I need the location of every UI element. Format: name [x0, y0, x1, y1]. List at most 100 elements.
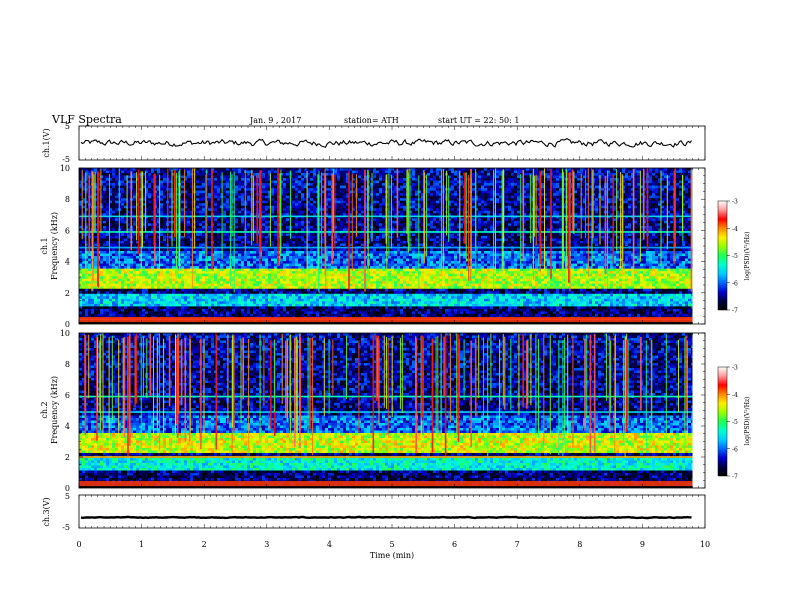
ch1-spectrogram-cell [496, 193, 500, 196]
ch1-spectrogram-cell [622, 208, 626, 212]
ch1-spectrogram-cell [616, 205, 620, 209]
ch1-spectrogram-cell [496, 213, 500, 217]
ch1-spectrogram-cell [460, 200, 464, 204]
ch1-spectrogram-cell [199, 188, 203, 191]
ch1-spectrogram-cell [271, 175, 275, 179]
ch1-spectrogram-cell [631, 215, 635, 219]
ch1-spectrogram-cell [643, 175, 647, 179]
ch1-spectrogram-cell [322, 210, 326, 214]
ch1-spectrogram-cell [340, 178, 344, 181]
ch1-spectrogram-cell [379, 200, 383, 204]
ch1-spectrogram-cell [601, 180, 605, 184]
ch1-spectrogram-cell [583, 210, 587, 214]
ch1-spectrogram-cell [127, 203, 131, 207]
ch1-spectrogram-cell [595, 173, 599, 176]
ch1-spectrogram-cell [199, 213, 203, 217]
ch1-spectrogram-cell [505, 205, 509, 209]
ch1-spectrogram-cell [265, 203, 269, 207]
ch1-spectrogram-cell [148, 205, 152, 209]
ch1-spectrogram-cell [373, 215, 377, 219]
ch1-spectrogram-cell [382, 170, 386, 174]
ch1-spectrogram-cell [472, 185, 476, 189]
ch1-spectrogram-cell [553, 173, 557, 176]
ch1-spectrogram-cell [103, 213, 107, 217]
ch1-spectrogram-cell [352, 203, 356, 207]
ch1-spectrogram-cell [373, 190, 377, 194]
ch1-spectrogram-cell [214, 203, 218, 207]
ch1-spectrogram-cell [142, 223, 146, 227]
ch1-spectrogram-cell [127, 210, 131, 214]
ch1-spectrogram-cell [298, 220, 302, 224]
ch1-spectrogram-cell [430, 205, 434, 209]
ch1-spectrogram-cell [142, 225, 146, 229]
ch1-spectrogram-cell [334, 193, 338, 196]
ch1-spectrogram-cell [394, 180, 398, 184]
ch1-spectrogram-cell [607, 210, 611, 214]
ch1-spectrogram-cell [85, 190, 89, 194]
ch1-spectrogram-cell [196, 220, 200, 224]
ch1-spectrogram-cell [349, 193, 353, 196]
ch1-spectrogram-cell [541, 210, 545, 214]
ch1-spectrogram-cell [382, 220, 386, 224]
ch1-spectrogram-cell [202, 225, 206, 229]
ch1-spectrogram-cell [478, 195, 482, 199]
ch1-spectrogram-cell [664, 203, 668, 207]
ch1-spectrogram-cell [280, 173, 284, 176]
ch1-spectrogram-cell [544, 208, 548, 212]
ch1-spectrogram-cell [256, 168, 260, 171]
ch1-spectrogram-cell [352, 180, 356, 184]
ch1-spectrogram-cell [433, 198, 437, 202]
ch1-spectrogram-cell [127, 173, 131, 176]
ch1-spectrogram-cell [271, 185, 275, 189]
ch1-spectrogram-cell [313, 213, 317, 217]
ch1-spectrogram-cell [349, 180, 353, 184]
ch1-spectrogram-cell [319, 223, 323, 227]
ch1-spectrogram-cell [589, 200, 593, 204]
ch1-spectrogram-cell [322, 215, 326, 219]
ch1-spectrogram-cell [544, 175, 548, 179]
ch1-spectrogram-cell [343, 185, 347, 189]
ch1-spectrogram-cell [163, 213, 167, 217]
ch1-spectrogram-cell [556, 218, 560, 222]
ch1-spectrogram-cell [160, 205, 164, 209]
ch1-spectrogram-cell [652, 220, 656, 224]
ch1-spectrogram-cell [106, 218, 110, 222]
ch1-spectrogram-cell [154, 175, 158, 179]
ch1-spectrogram-cell [643, 178, 647, 181]
ch1-spectrogram-cell [598, 173, 602, 176]
ch1-spectrogram-cell [652, 180, 656, 184]
ch1-spectrogram-cell [511, 208, 515, 212]
ch1-spectrogram-cell [439, 195, 443, 199]
ch1-spectrogram-cell [181, 188, 185, 191]
ch1-spectrogram-cell [151, 185, 155, 189]
ch1-spectrogram-cell [424, 188, 428, 191]
ch1-spectrogram-cell [271, 180, 275, 184]
ch1-spectrogram-cell [295, 203, 299, 207]
ch1-spectrogram-cell [112, 195, 116, 199]
ch1-spectrogram-cell [226, 210, 230, 214]
ch1-spectrogram-cell [373, 200, 377, 204]
ch1-spectrogram-cell [640, 180, 644, 184]
ch1-spectrogram-cell [454, 183, 458, 186]
ch1-spectrogram-cell [139, 168, 143, 171]
ch1-spectrogram-cell [136, 168, 140, 171]
ch1-spectrogram-cell [313, 183, 317, 186]
ch1-spectrogram-cell [124, 180, 128, 184]
ch1-spectrogram-cell [304, 213, 308, 217]
ch1-spectrogram-cell [109, 193, 113, 196]
ch1-spectrogram-cell [190, 198, 194, 202]
ch1-spectrogram-cell [487, 210, 491, 214]
ch1-spectrogram-cell [310, 188, 314, 191]
ch1-spectrogram-cell [520, 170, 524, 174]
ch1-spectrogram-cell [202, 200, 206, 204]
ch1-spectrogram-cell [523, 208, 527, 212]
ch1-spectrogram-cell [649, 178, 653, 181]
ch1-spectrogram-cell [352, 170, 356, 174]
ch1-spectrogram-cell [418, 195, 422, 199]
ch1-spectrogram-cell [151, 170, 155, 174]
ch1-spectrogram-cell [433, 168, 437, 171]
ch1-spectrogram-cell [163, 173, 167, 176]
ch1-spectrogram-cell [217, 190, 221, 194]
ch1-spectrogram-cell [139, 218, 143, 222]
ch1-spectrogram-cell [187, 173, 191, 176]
